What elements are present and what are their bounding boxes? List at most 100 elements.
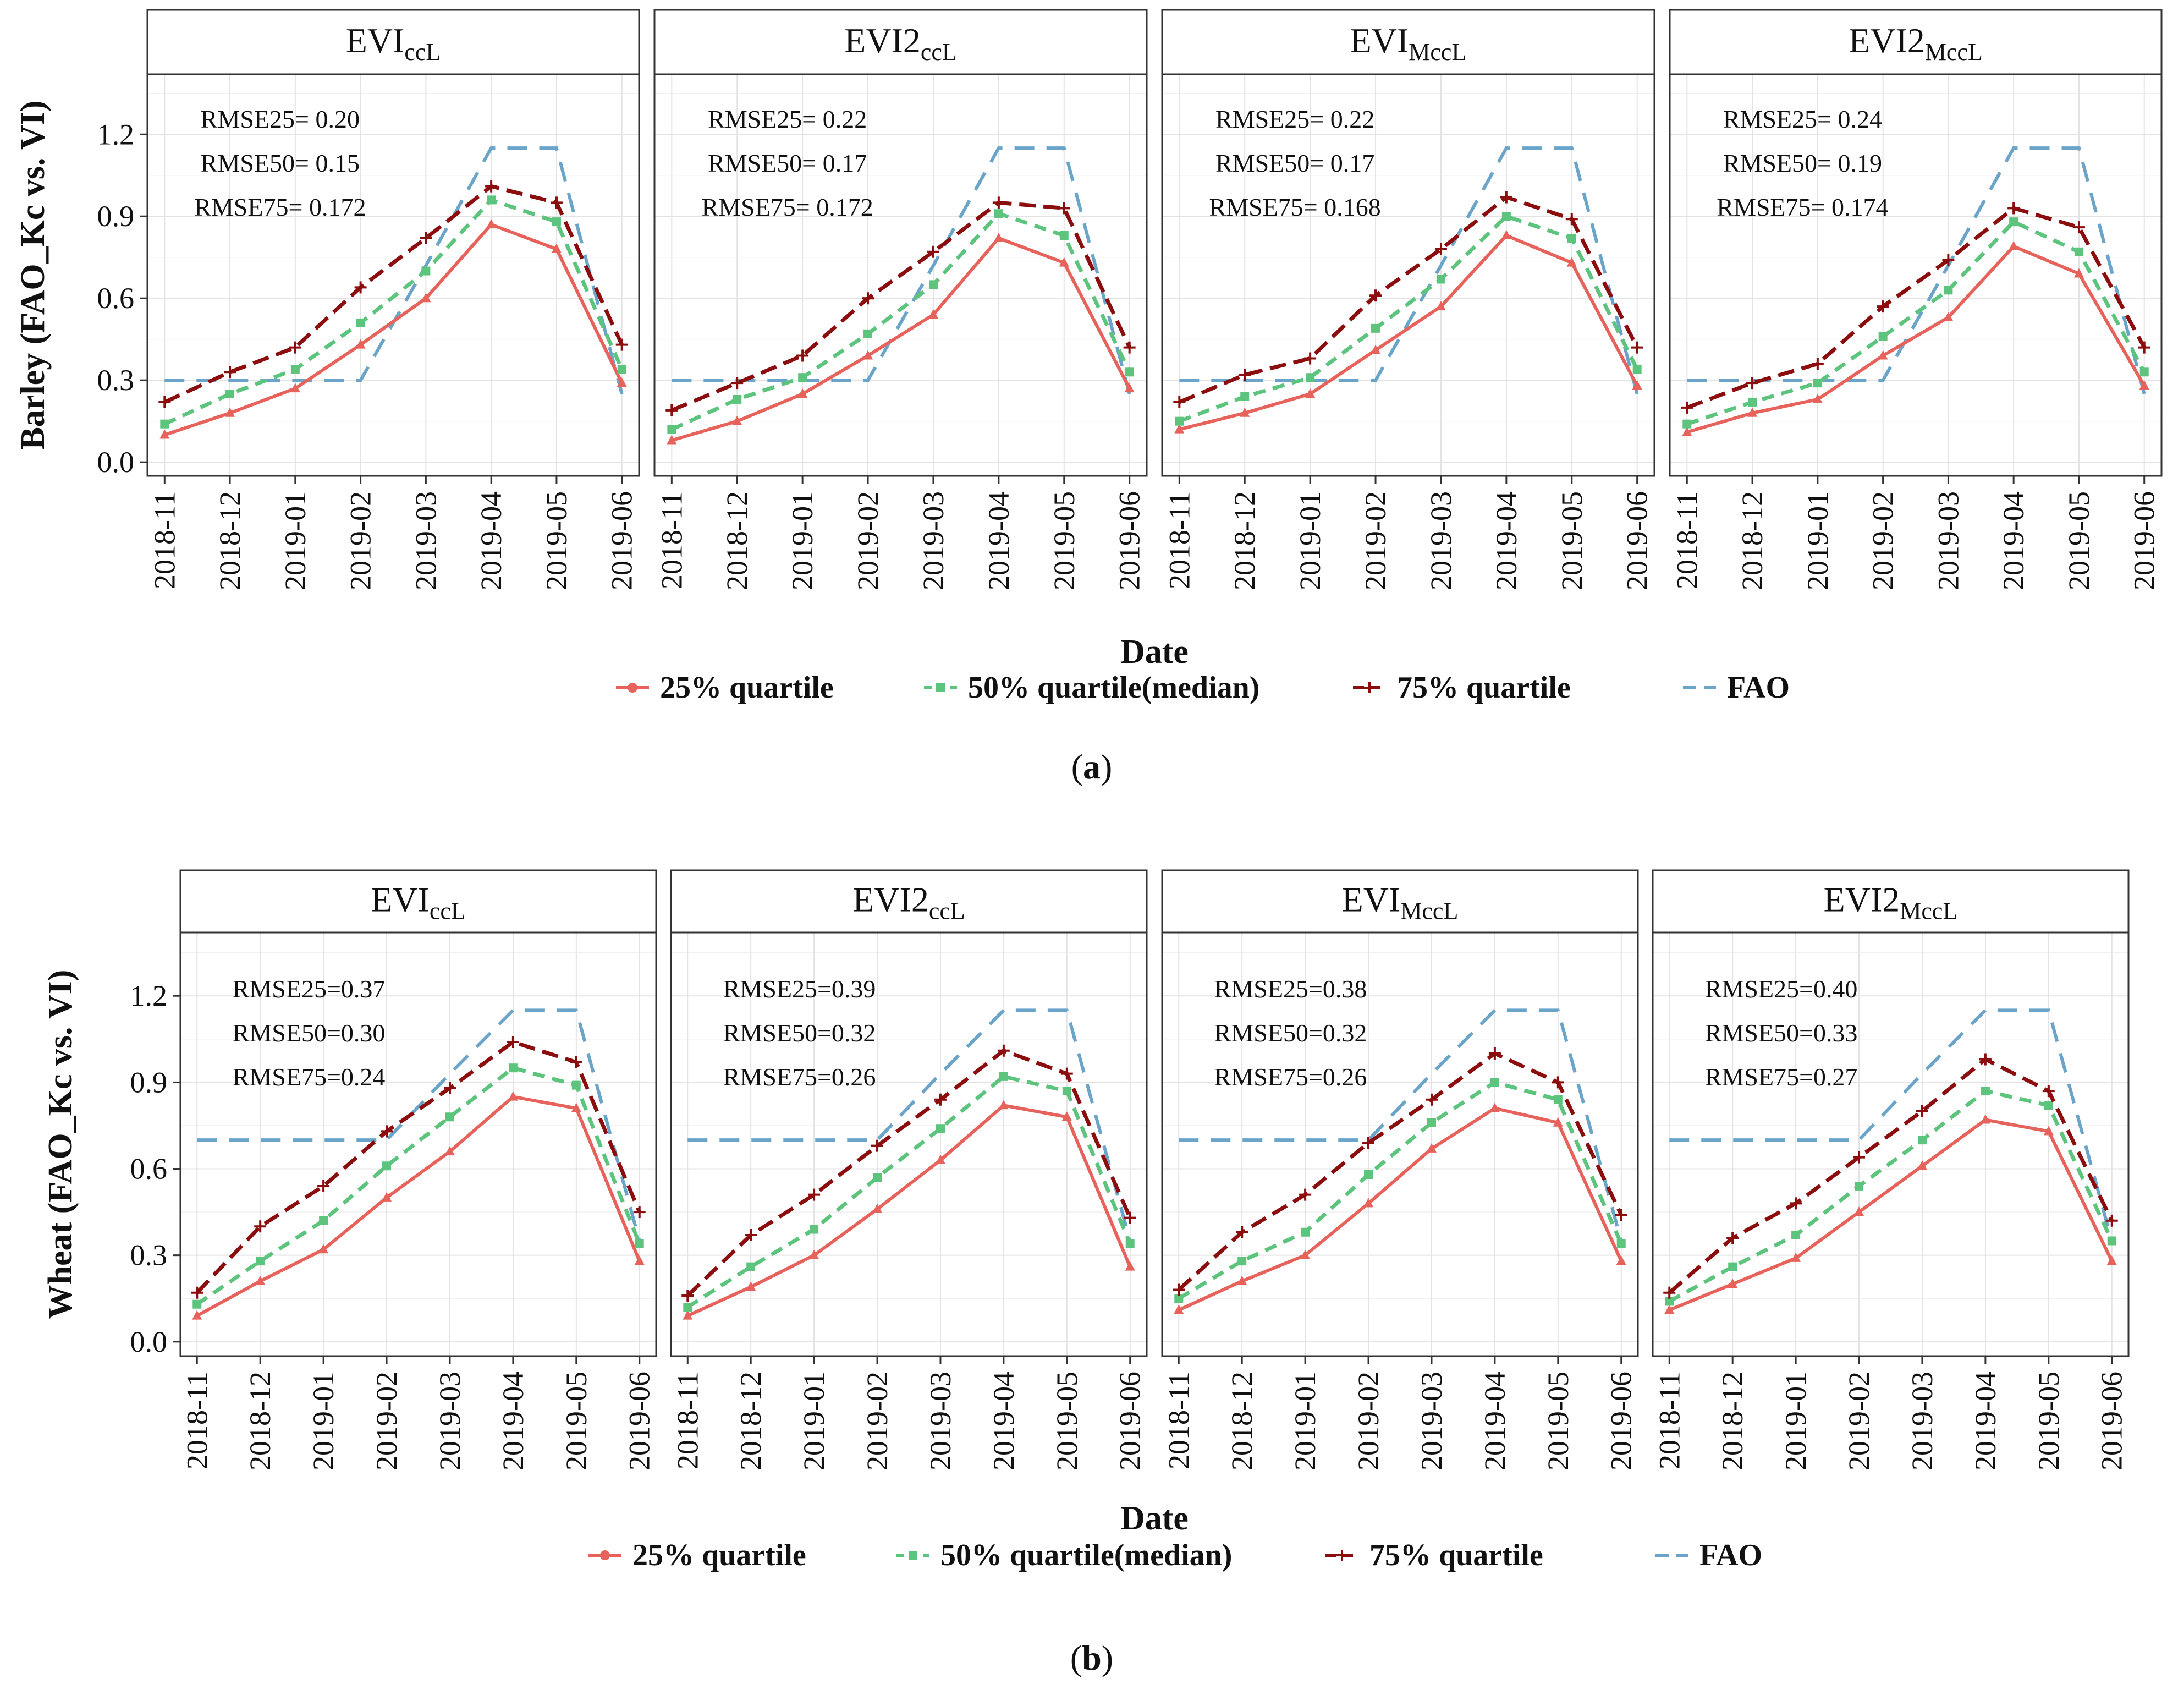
x-tick-label: 2019-04	[1490, 491, 1523, 590]
data-point-q25	[551, 243, 562, 253]
data-point-q50	[733, 394, 742, 404]
series-line-q50	[196, 1066, 641, 1306]
data-point-q50	[1371, 323, 1380, 333]
plot-border	[146, 73, 640, 477]
y-tick-label: 0.0	[97, 446, 135, 479]
x-tick-label: 2018-11	[655, 491, 688, 589]
data-point-q50	[552, 217, 561, 227]
rmse-annotation: RMSE25= 0.22	[708, 105, 867, 133]
data-point-q75	[550, 196, 563, 209]
x-tick-label: 2018-11	[180, 1372, 213, 1469]
data-point-q50	[1175, 416, 1184, 426]
x-axis-title: Date	[1120, 633, 1189, 671]
data-point-q50	[1632, 365, 1642, 374]
data-point-q75	[1425, 1093, 1438, 1106]
data-point-q50	[798, 373, 807, 382]
y-tick-label: 0.9	[97, 200, 135, 233]
panel-a-4: EVI2MccL RMSE25= 0.24 RMSE50= 0.19 RMSE75= …	[1669, 9, 2163, 590]
data-point-q25	[1747, 407, 1758, 417]
data-point-q50	[863, 329, 873, 338]
data-point-q25	[993, 232, 1004, 242]
legend-item-q50: 50% quartile(median)	[924, 671, 1259, 705]
legend-item-fao: FAO	[1683, 671, 1790, 705]
legend-label-fao: FAO	[1699, 1538, 1762, 1572]
data-point-q25	[444, 1146, 455, 1156]
data-point-q50	[508, 1063, 518, 1073]
data-point-q75	[570, 1056, 582, 1068]
data-point-q25	[1682, 426, 1692, 436]
plot-area	[180, 932, 656, 1356]
data-point-q75	[1173, 1283, 1185, 1296]
data-point-q75	[808, 1188, 821, 1201]
series-line-q50	[1668, 1089, 2114, 1303]
data-point-q25	[1059, 257, 1069, 267]
data-point-q50	[1125, 1239, 1135, 1248]
data-point-q25	[1489, 1102, 1500, 1112]
y-tick-label: 0.6	[97, 282, 135, 315]
data-point-q50	[1616, 1239, 1626, 1248]
x-tick-label: 2019-02	[1359, 491, 1392, 590]
series-line-q25	[164, 222, 624, 437]
data-point-q25	[667, 435, 677, 445]
data-point-q25	[2106, 1255, 2117, 1265]
x-tick-label: 2019-01	[1779, 1372, 1812, 1471]
data-point-q50	[994, 209, 1003, 218]
panel-strip	[653, 9, 1148, 75]
data-point-q50	[1665, 1297, 1674, 1306]
legend-label-q75: 75% quartile	[1369, 1538, 1543, 1572]
data-point-q75	[2007, 202, 2020, 215]
data-point-q25	[355, 339, 366, 349]
data-point-q25	[1917, 1160, 1927, 1170]
series-line-q50	[1686, 219, 2146, 426]
data-point-q75	[1811, 358, 1824, 370]
data-point-q25	[290, 383, 300, 393]
data-point-q50	[487, 195, 496, 205]
data-point-q75	[507, 1036, 519, 1049]
data-point-q25	[508, 1091, 518, 1101]
data-point-q50	[290, 365, 300, 374]
subfigure-b: EVIccLRMSE25=0.37RMSE50=0.30RMSE75=0.242…	[42, 869, 2130, 1677]
data-point-q25	[421, 293, 431, 303]
data-point-q75	[1500, 191, 1512, 204]
series-line-q75	[163, 184, 624, 404]
data-point-q75	[443, 1082, 456, 1094]
data-point-q50	[1682, 419, 1692, 429]
legend: 25% quartile 50% quartile(median) 75% quar…	[616, 671, 1790, 705]
data-point-q25	[1566, 257, 1577, 267]
data-point-q25	[1426, 1143, 1437, 1153]
x-tick-label: 2019-02	[344, 491, 377, 590]
y-axis-title: Wheat (FAO_Kc vs. VI)	[42, 970, 79, 1319]
legend-label-q50: 50% quartile(median)	[968, 671, 1259, 705]
data-point-q50	[2107, 1236, 2116, 1246]
x-tick-label: 2018-12	[734, 1372, 767, 1471]
plot-border	[1161, 931, 1639, 1357]
series-line-q75	[1177, 1051, 1623, 1292]
data-point-q50	[1427, 1118, 1436, 1127]
data-point-q75	[862, 292, 874, 305]
panel-a-3: EVIMccL RMSE25= 0.22 RMSE50= 0.17 RMSE75= 0…	[1161, 9, 1655, 590]
x-tick-label: 2019-02	[1867, 491, 1900, 590]
x-tick-label: 2019-04	[982, 491, 1015, 590]
rmse-annotation: RMSE25=0.39	[723, 975, 876, 1003]
legend-item-q25: 25% quartile	[588, 1538, 806, 1572]
x-tick-label: 2019-03	[409, 491, 442, 590]
data-point-q50	[936, 1124, 945, 1133]
data-point-q25	[318, 1244, 329, 1254]
legend-marker-q75	[1364, 682, 1375, 693]
data-point-q25	[1240, 407, 1250, 417]
data-point-q50	[192, 1299, 202, 1309]
rmse-annotation: RMSE25=0.38	[1214, 975, 1367, 1003]
x-tick-label: 2019-03	[1415, 1372, 1448, 1471]
series-line-fao	[197, 1008, 641, 1242]
x-tick-label: 2019-06	[1113, 491, 1146, 590]
rmse-annotation: RMSE75=0.26	[1214, 1063, 1367, 1091]
data-point-q75	[997, 1044, 1010, 1057]
data-point-q25	[1125, 1261, 1135, 1271]
data-point-q50	[1237, 1257, 1247, 1266]
data-point-q75	[1681, 401, 1693, 414]
x-tick-label: 2019-03	[433, 1372, 466, 1471]
x-tick-label: 2019-01	[1289, 1372, 1322, 1471]
data-point-q25	[486, 219, 497, 229]
data-point-q25	[1664, 1304, 1675, 1314]
